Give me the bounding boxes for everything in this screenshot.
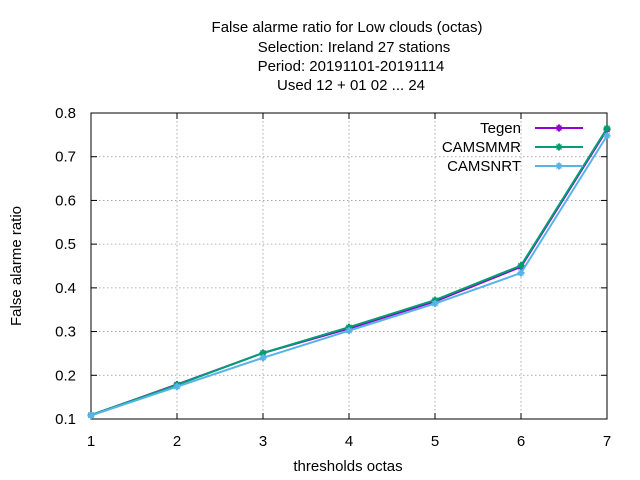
- y-tick-label: 0.8: [55, 105, 76, 122]
- title-line-4: Used 12 + 01 02 ... 24: [277, 77, 425, 94]
- legend-label: CAMSNRT: [447, 158, 521, 175]
- y-tick-label: 0.2: [55, 367, 76, 384]
- grid: [91, 113, 607, 419]
- series-layer: [87, 124, 611, 420]
- data-point: [259, 354, 267, 362]
- legend: Tegen CAMSMMR CAMSNRT: [442, 120, 583, 175]
- data-point: [345, 327, 353, 335]
- x-tick-labels: 1 2 3 4 5 6 7: [87, 433, 611, 450]
- legend-item: CAMSMMR: [442, 139, 583, 156]
- legend-marker: [555, 143, 563, 151]
- data-point: [517, 262, 525, 270]
- title-line-2: Selection: Ireland 27 stations: [258, 39, 451, 56]
- data-point: [87, 412, 95, 420]
- y-tick-label: 0.3: [55, 324, 76, 341]
- series-camsnrt: [87, 132, 611, 420]
- x-tick-label: 3: [259, 433, 267, 450]
- series-line: [90, 127, 608, 417]
- data-point: [431, 300, 439, 308]
- y-tick-label: 0.7: [55, 149, 76, 166]
- series-line: [90, 129, 608, 417]
- y-axis-label: False alarme ratio: [8, 206, 25, 326]
- legend-label: CAMSMMR: [442, 139, 521, 156]
- y-tick-label: 0.1: [55, 411, 76, 428]
- data-point: [603, 124, 611, 132]
- y-tick-labels: 0.1 0.2 0.3 0.4 0.5 0.6 0.7 0.8: [55, 105, 76, 428]
- axis-ticks: [90, 112, 608, 420]
- y-tick-label: 0.6: [55, 192, 76, 209]
- data-point: [603, 132, 611, 140]
- legend-marker: [555, 162, 563, 170]
- legend-item: Tegen: [480, 120, 583, 137]
- data-point: [517, 269, 525, 277]
- y-tick-label: 0.5: [55, 236, 76, 253]
- x-axis-label: thresholds octas: [293, 458, 402, 475]
- legend-marker: [555, 124, 563, 132]
- title-line-3: Period: 20191101-20191114: [258, 58, 445, 75]
- title-line-1: False alarme ratio for Low clouds (octas…: [212, 19, 483, 36]
- series-camsmmr: [87, 124, 611, 419]
- x-tick-label: 7: [603, 433, 611, 450]
- x-tick-label: 6: [517, 433, 525, 450]
- x-tick-label: 5: [431, 433, 439, 450]
- y-tick-label: 0.4: [55, 280, 76, 297]
- x-tick-label: 1: [87, 433, 95, 450]
- data-point: [173, 383, 181, 391]
- legend-label: Tegen: [480, 120, 521, 137]
- chart-title: False alarme ratio for Low clouds (octas…: [212, 19, 483, 94]
- x-tick-label: 2: [173, 433, 181, 450]
- legend-item: CAMSNRT: [447, 158, 583, 175]
- x-tick-label: 4: [345, 433, 353, 450]
